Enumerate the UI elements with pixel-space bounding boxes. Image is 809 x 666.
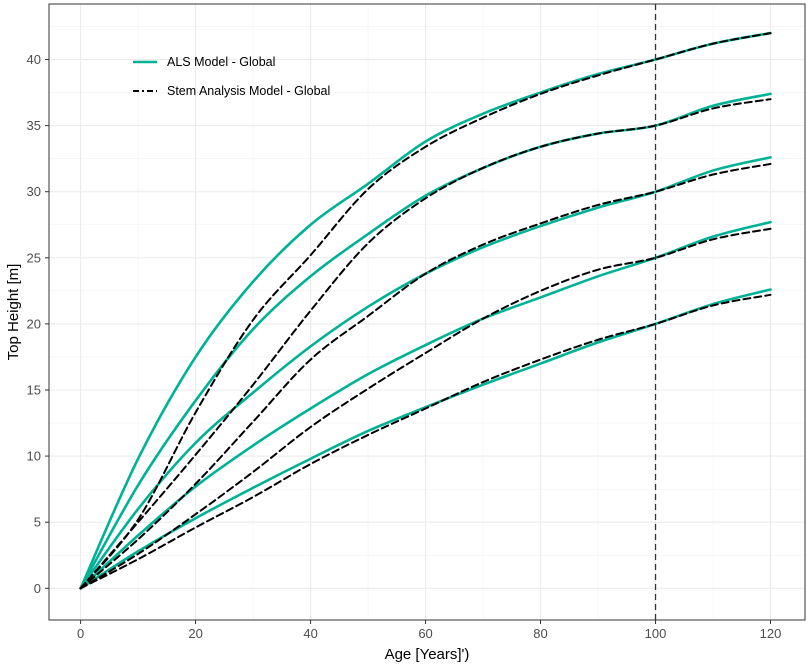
y-tick-label: 30	[27, 184, 41, 199]
legend-stem-label: Stem Analysis Model - Global	[167, 84, 330, 98]
x-tick-label: 20	[188, 626, 202, 641]
plot-border	[48, 3, 806, 621]
x-tick-label: 100	[645, 626, 667, 641]
x-axis-ticks: 0 20 40 60 80 100 120	[77, 620, 781, 641]
x-axis-title: Age [Years]')	[385, 646, 470, 663]
y-tick-label: 15	[27, 382, 41, 397]
stem-analysis-line	[79, 227, 772, 590]
y-tick-label: 40	[27, 52, 41, 67]
y-tick-label: 5	[34, 515, 41, 530]
y-tick-label: 0	[34, 581, 41, 596]
y-tick-label: 10	[27, 449, 41, 464]
y-tick-label: 20	[27, 316, 41, 331]
plot-panel	[49, 4, 805, 620]
x-tick-label: 80	[533, 626, 547, 641]
legend: ALS Model - Global Stem Analysis Model -…	[133, 55, 330, 98]
x-tick-label: 60	[418, 626, 432, 641]
x-tick-label: 120	[760, 626, 782, 641]
stem-analysis-line	[79, 293, 772, 590]
x-tick-label: 0	[77, 626, 84, 641]
legend-als-label: ALS Model - Global	[167, 55, 275, 69]
stem-analysis-line	[79, 32, 772, 590]
y-tick-label: 25	[27, 250, 41, 265]
x-tick-label: 40	[303, 626, 317, 641]
minor-gridlines	[49, 4, 805, 620]
y-tick-label: 35	[27, 118, 41, 133]
stem-analysis-line	[79, 98, 772, 590]
y-axis-title: Top Height [m]	[5, 264, 22, 361]
major-gridlines	[49, 4, 805, 620]
stem-analysis-line	[79, 162, 772, 590]
y-axis-ticks: 0 5 10 15 20 25 30 35 40	[27, 52, 49, 596]
